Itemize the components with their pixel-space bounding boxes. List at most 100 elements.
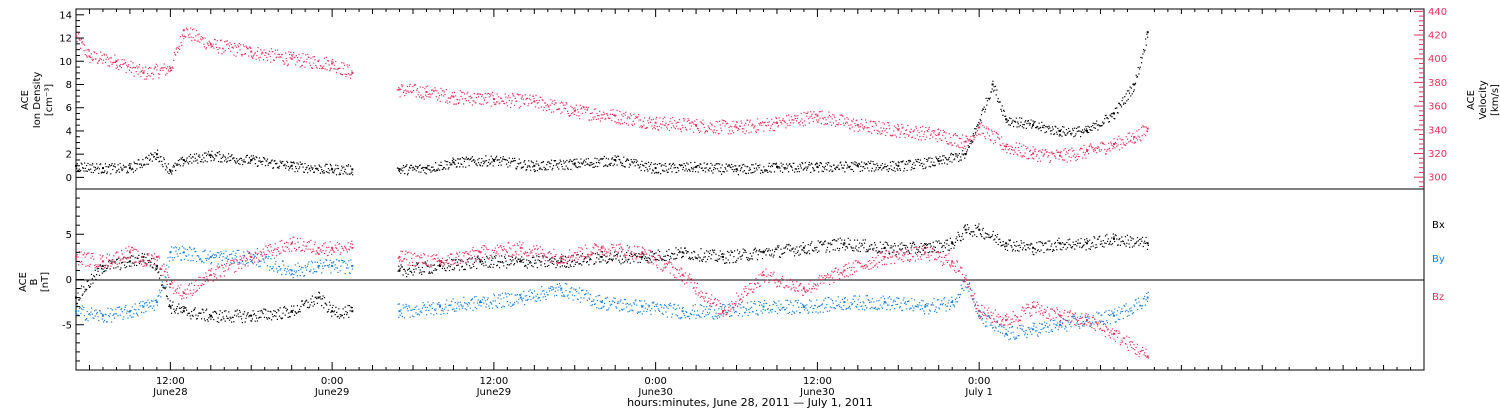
scatter-point <box>119 314 121 316</box>
scatter-point <box>78 38 80 40</box>
scatter-point <box>530 262 532 264</box>
scatter-point <box>567 110 569 112</box>
scatter-point <box>770 125 772 127</box>
scatter-point <box>247 262 249 264</box>
scatter-point <box>1110 113 1112 115</box>
scatter-point <box>591 119 593 121</box>
scatter-point <box>583 161 585 163</box>
scatter-point <box>1079 242 1081 244</box>
scatter-point <box>528 103 530 105</box>
scatter-point <box>544 169 546 171</box>
scatter-point <box>251 320 253 322</box>
scatter-point <box>590 258 592 261</box>
scatter-point <box>962 238 964 240</box>
scatter-point <box>233 54 235 56</box>
scatter-point <box>170 171 172 173</box>
scatter-point <box>97 62 99 64</box>
scatter-point <box>607 261 609 263</box>
scatter-point <box>578 166 580 168</box>
scatter-point <box>91 58 93 60</box>
scatter-point <box>247 162 249 164</box>
scatter-point <box>487 266 489 268</box>
velocity-tick-label: 440 <box>1428 7 1447 18</box>
scatter-point <box>650 119 652 121</box>
scatter-point <box>929 157 931 159</box>
scatter-point <box>201 159 203 161</box>
scatter-point <box>1047 128 1050 130</box>
scatter-point <box>1037 150 1039 152</box>
scatter-point <box>90 171 92 173</box>
scatter-point <box>919 164 921 166</box>
scatter-point <box>504 103 506 105</box>
scatter-point <box>238 309 241 312</box>
scatter-point <box>194 251 196 253</box>
scatter-point <box>651 172 653 174</box>
scatter-point <box>765 169 768 171</box>
scatter-point <box>420 271 422 273</box>
scatter-point <box>313 62 315 64</box>
scatter-point <box>1101 245 1104 247</box>
scatter-point <box>152 267 154 269</box>
scatter-point <box>1087 240 1089 243</box>
scatter-point <box>1019 244 1021 246</box>
scatter-point <box>246 154 248 156</box>
scatter-point <box>1093 150 1095 152</box>
data-point <box>1113 112 1115 115</box>
scatter-point <box>307 164 309 167</box>
scatter-point <box>685 128 687 130</box>
scatter-point <box>976 125 978 127</box>
scatter-point <box>707 251 709 253</box>
scatter-point <box>333 311 335 313</box>
scatter-point <box>871 244 873 246</box>
scatter-point <box>148 302 151 304</box>
scatter-point <box>135 163 137 165</box>
scatter-point <box>694 251 696 253</box>
scatter-point <box>1061 135 1063 137</box>
scatter-point <box>267 164 269 166</box>
scatter-point <box>119 65 121 67</box>
scatter-point <box>773 121 775 123</box>
scatter-point <box>873 120 875 123</box>
scatter-point <box>749 252 751 255</box>
scatter-point <box>480 162 482 164</box>
scatter-point <box>108 58 110 60</box>
scatter-point <box>777 166 780 168</box>
scatter-point <box>606 261 608 263</box>
scatter-point <box>1010 117 1012 120</box>
scatter-point <box>179 165 181 167</box>
scatter-point <box>490 263 492 265</box>
scatter-point <box>1128 141 1130 143</box>
scatter-point <box>625 111 627 113</box>
scatter-point <box>908 134 910 136</box>
scatter-point <box>700 130 702 132</box>
scatter-point <box>466 264 468 266</box>
scatter-point <box>742 171 744 173</box>
scatter-point <box>188 254 190 256</box>
scatter-point <box>870 120 872 122</box>
scatter-point <box>451 95 453 97</box>
data-point <box>317 264 320 267</box>
scatter-point <box>780 162 782 164</box>
scatter-point <box>998 238 1000 241</box>
scatter-point <box>764 251 766 253</box>
scatter-point <box>1106 150 1108 152</box>
scatter-point <box>669 259 671 261</box>
scatter-point <box>508 99 510 102</box>
scatter-point <box>733 256 735 258</box>
scatter-point <box>886 169 888 171</box>
scatter-point <box>180 41 182 44</box>
scatter-point <box>499 261 501 263</box>
scatter-point <box>660 127 662 129</box>
scatter-point <box>603 155 605 158</box>
scatter-point <box>1081 148 1083 150</box>
scatter-point <box>302 166 304 168</box>
scatter-point <box>199 41 201 43</box>
scatter-point <box>129 315 131 317</box>
scatter-point <box>561 111 563 113</box>
scatter-point <box>504 257 506 259</box>
scatter-point <box>514 263 516 265</box>
scatter-point <box>1083 244 1085 246</box>
scatter-point <box>102 314 104 316</box>
scatter-point <box>712 250 714 252</box>
scatter-point <box>276 162 278 165</box>
